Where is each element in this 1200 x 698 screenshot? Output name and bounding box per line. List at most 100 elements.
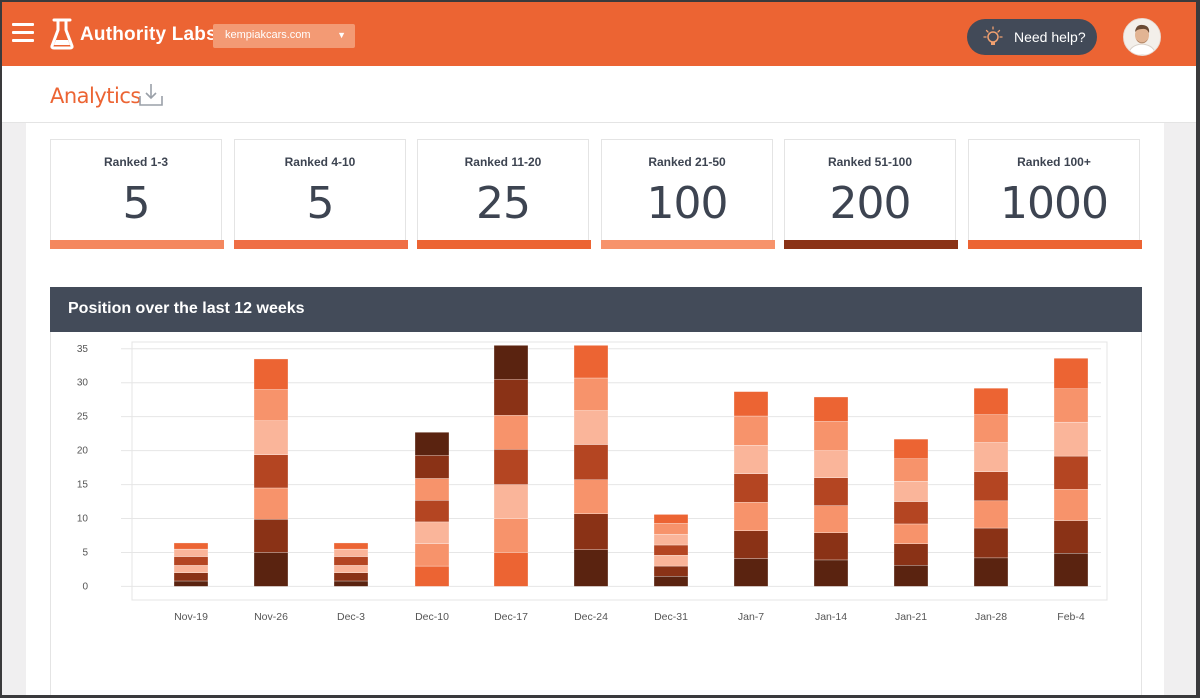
bar-segment bbox=[493, 345, 529, 380]
bar-segment bbox=[414, 565, 450, 587]
bar-segment bbox=[893, 501, 929, 525]
x-tick-label: Dec-24 bbox=[574, 611, 608, 623]
stat-color-bar bbox=[417, 240, 591, 249]
x-tick-label: Nov-19 bbox=[174, 611, 208, 623]
stat-color-bar bbox=[234, 240, 408, 249]
y-tick-label: 25 bbox=[77, 412, 89, 423]
stat-label: Ranked 4-10 bbox=[284, 155, 356, 169]
bar-segment bbox=[414, 543, 450, 567]
bar-segment bbox=[493, 379, 529, 416]
bar-segment bbox=[973, 500, 1009, 529]
stat-value: 25 bbox=[476, 178, 531, 229]
bar-segment bbox=[1053, 388, 1089, 423]
stat-color-bar bbox=[968, 240, 1142, 249]
bar-segment bbox=[893, 481, 929, 502]
stat-card-ranked-1-3: Ranked 1-3 5 bbox=[50, 139, 224, 249]
chart-panel-header: Position over the last 12 weeks bbox=[50, 287, 1142, 332]
stat-value: 200 bbox=[829, 178, 912, 229]
bar-segment bbox=[173, 580, 209, 587]
y-tick-label: 10 bbox=[77, 514, 89, 525]
bar-segment bbox=[653, 544, 689, 556]
stat-color-bar bbox=[601, 240, 775, 249]
stat-value: 5 bbox=[122, 178, 151, 229]
bar-segment bbox=[893, 543, 929, 566]
bar-segment bbox=[653, 514, 689, 524]
site-selector-value: kempiakcars.com bbox=[225, 29, 311, 41]
user-portrait-icon bbox=[1124, 19, 1160, 55]
user-avatar[interactable] bbox=[1123, 18, 1161, 56]
bar-segment bbox=[813, 532, 849, 561]
stat-card-ranked-4-10: Ranked 4-10 5 bbox=[234, 139, 408, 249]
page-header: Analytics bbox=[2, 66, 1196, 123]
bar-segment bbox=[1053, 455, 1089, 490]
bar-segment bbox=[414, 521, 450, 544]
x-tick-label: Jan-21 bbox=[895, 611, 927, 623]
y-tick-label: 35 bbox=[77, 344, 89, 355]
stat-card-ranked-21-50: Ranked 21-50 100 bbox=[601, 139, 775, 249]
need-help-label: Need help? bbox=[1014, 29, 1086, 45]
bar-segment bbox=[333, 542, 369, 550]
flask-logo-icon bbox=[50, 18, 74, 50]
bar-segment bbox=[973, 442, 1009, 472]
stat-label: Ranked 51-100 bbox=[827, 155, 913, 169]
bar-segment bbox=[733, 415, 769, 446]
bar-segment bbox=[333, 556, 369, 566]
bar-segment bbox=[653, 576, 689, 587]
position-chart-panel: Position over the last 12 weeks 0 5 10 15 20… bbox=[50, 287, 1142, 695]
stat-label: Ranked 100+ bbox=[1017, 155, 1091, 169]
bar-segment bbox=[414, 432, 450, 456]
bar-segment bbox=[813, 421, 849, 451]
bar-segment bbox=[414, 500, 450, 523]
bar-segment bbox=[893, 438, 929, 459]
stat-label: Ranked 21-50 bbox=[648, 155, 726, 169]
x-tick-label: Dec-10 bbox=[415, 611, 449, 623]
bar-segment bbox=[333, 548, 369, 557]
bar-segment bbox=[173, 548, 209, 557]
bar-segment bbox=[813, 559, 849, 587]
bar-segment bbox=[333, 580, 369, 587]
bar-segment bbox=[253, 389, 289, 421]
menu-icon[interactable] bbox=[12, 23, 34, 43]
bar-segment bbox=[733, 445, 769, 474]
bar-segment bbox=[253, 420, 289, 455]
bar-segment bbox=[653, 555, 689, 567]
y-tick-label: 0 bbox=[82, 581, 88, 592]
y-tick-label: 5 bbox=[82, 547, 88, 558]
bar-segment bbox=[973, 388, 1009, 415]
bar-segment bbox=[573, 444, 609, 480]
stat-label: Ranked 11-20 bbox=[464, 155, 542, 169]
x-tick-label: Feb-4 bbox=[1057, 611, 1085, 623]
bar-segment bbox=[493, 484, 529, 519]
bar-segment bbox=[973, 471, 1009, 502]
bar-segment bbox=[414, 455, 450, 479]
bar-segment bbox=[733, 530, 769, 559]
bar-segment bbox=[493, 518, 529, 553]
x-tick-label: Jan-7 bbox=[738, 611, 764, 623]
bar-segment bbox=[253, 552, 289, 587]
download-icon[interactable] bbox=[138, 82, 164, 108]
app-name[interactable]: Authority Labs bbox=[80, 24, 217, 45]
site-selector-dropdown[interactable]: kempiakcars.com ▼ bbox=[213, 24, 355, 48]
x-tick-label: Jan-14 bbox=[815, 611, 847, 623]
bar-segment bbox=[733, 558, 769, 587]
stat-color-bar bbox=[784, 240, 958, 249]
bar-segment bbox=[813, 505, 849, 533]
stat-card-ranked-100-plus: Ranked 100+ 1000 bbox=[968, 139, 1142, 249]
y-tick-label: 20 bbox=[77, 446, 89, 457]
x-tick-label: Dec-17 bbox=[494, 611, 528, 623]
lightbulb-icon bbox=[983, 26, 1003, 45]
bar-segment bbox=[1053, 358, 1089, 389]
bar-segment bbox=[333, 565, 369, 573]
bar-segment bbox=[893, 458, 929, 482]
need-help-button[interactable]: Need help? bbox=[967, 19, 1097, 55]
bar-segment bbox=[813, 477, 849, 506]
bar-segment bbox=[973, 414, 1009, 443]
bar-segment bbox=[573, 345, 609, 379]
bar-segment bbox=[893, 565, 929, 587]
stat-card-ranked-11-20: Ranked 11-20 25 bbox=[417, 139, 591, 249]
bar-segment bbox=[733, 473, 769, 503]
bar-segment bbox=[333, 572, 369, 582]
bar-segment bbox=[173, 556, 209, 566]
y-tick-label: 30 bbox=[77, 378, 89, 389]
bar-segment bbox=[573, 410, 609, 445]
